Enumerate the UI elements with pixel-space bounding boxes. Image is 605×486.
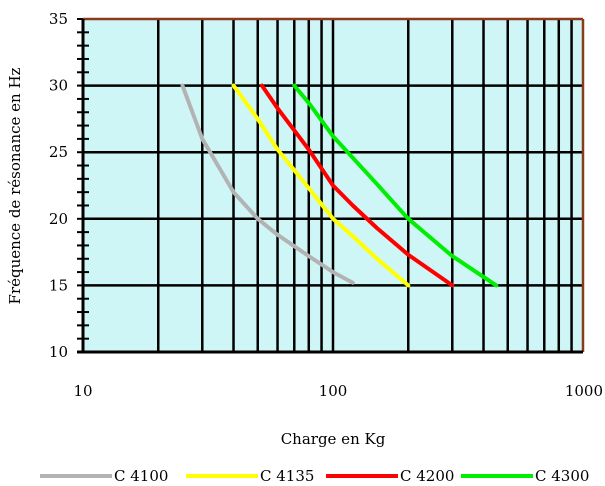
legend-label: C 4300 [535,467,589,485]
legend-label: C 4135 [260,467,314,485]
legend: C 4100 C 4135 C 4200 C 4300 [40,467,589,485]
y-tick-label: 15 [49,276,68,294]
series-line [292,83,499,288]
x-tick-labels: 10 100 1000 [73,382,603,400]
series-line [231,83,411,288]
legend-label: C 4200 [400,467,454,485]
y-tick-labels: 10 15 20 25 30 35 [49,10,68,361]
y-tick-label: 25 [49,143,68,161]
minor-ticks [77,18,89,353]
x-tick-label: 100 [319,382,348,400]
y-tick-label: 30 [49,77,68,95]
y-tick-label: 10 [49,343,68,361]
x-axis-title: Charge en Kg [281,430,386,448]
grid [83,19,583,352]
x-tick-label: 1000 [565,382,603,400]
x-tick-label: 10 [73,382,92,400]
y-tick-label: 35 [49,10,68,28]
series-group [180,83,499,288]
y-tick-label: 20 [49,210,68,228]
legend-label: C 4100 [114,467,168,485]
series-line [260,83,455,288]
y-axis-title: Fréquence de résonance en Hz [6,67,24,304]
series-line [180,83,355,285]
